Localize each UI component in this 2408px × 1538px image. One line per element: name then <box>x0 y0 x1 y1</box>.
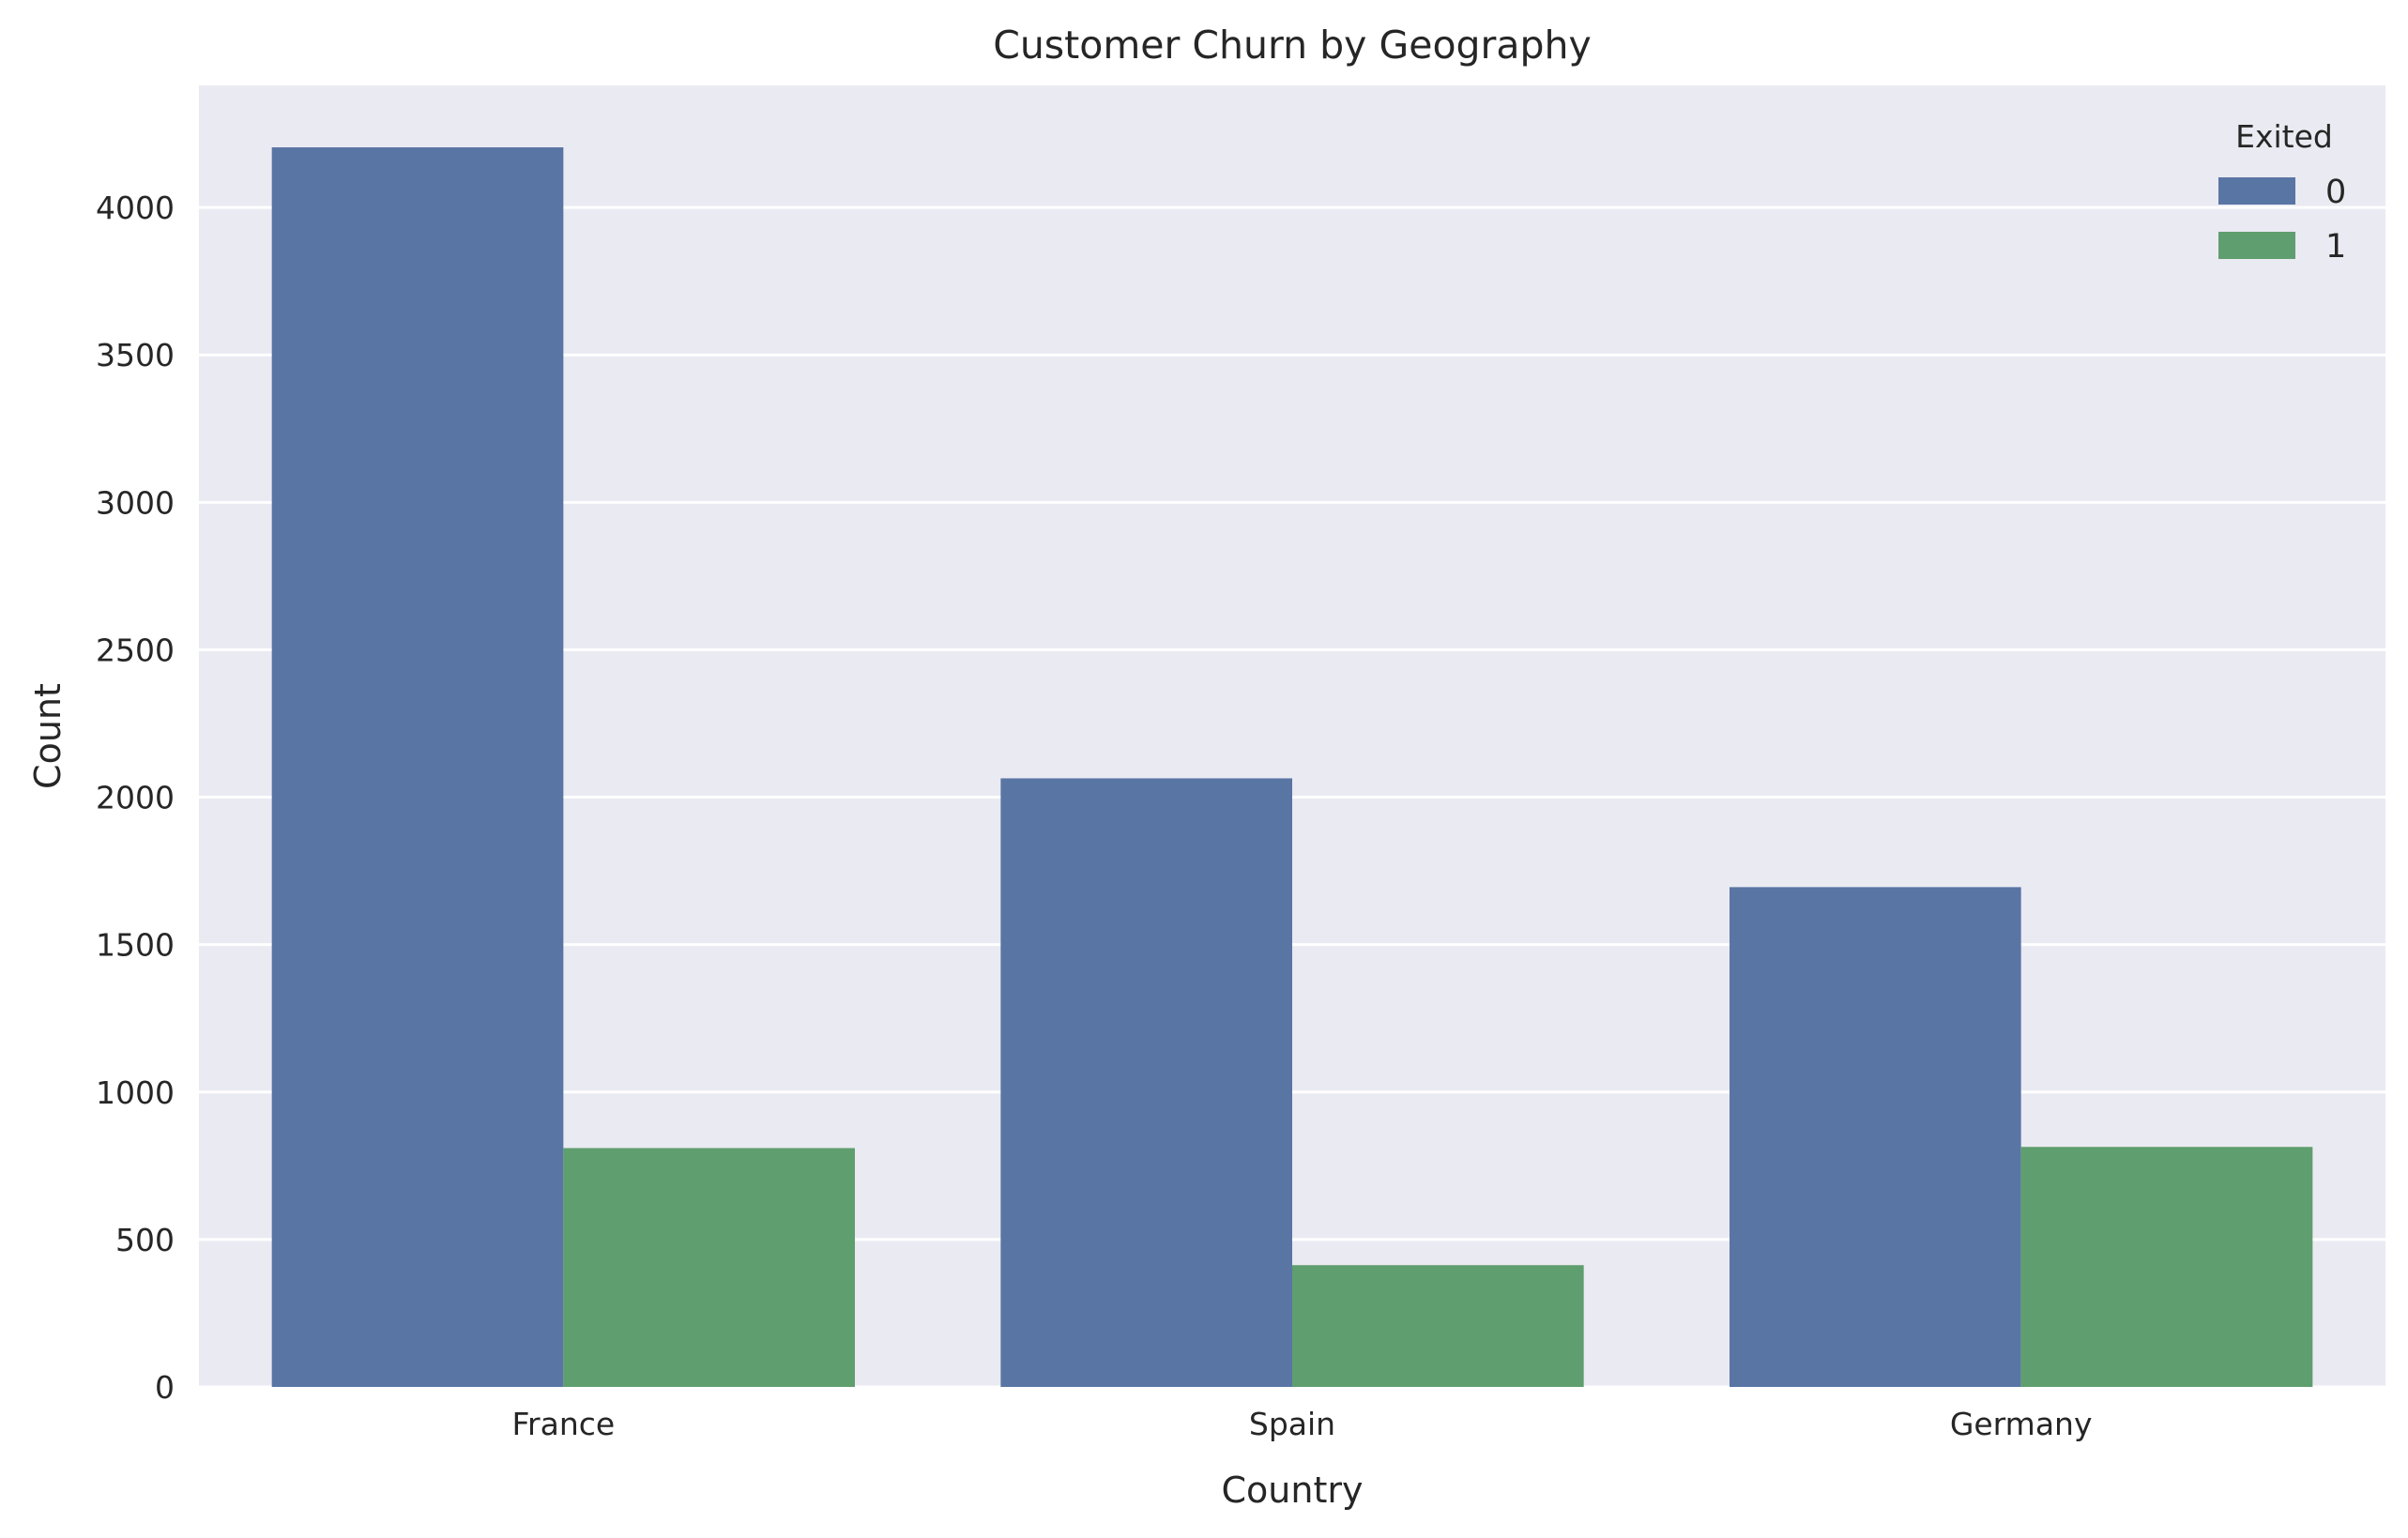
x-tick-label: France <box>511 1406 615 1442</box>
y-tick-label: 1000 <box>96 1074 175 1111</box>
y-tick-label: 4000 <box>96 190 175 226</box>
legend-title: Exited <box>2235 118 2333 155</box>
bar-france-exited-1 <box>563 1148 855 1387</box>
x-tick-label: Spain <box>1249 1406 1335 1442</box>
bar-germany-exited-1 <box>2020 1147 2313 1387</box>
bar-germany-exited-0 <box>1730 887 2021 1387</box>
y-tick-label: 0 <box>155 1369 175 1406</box>
y-tick-label: 3500 <box>96 337 175 373</box>
bar-spain-exited-0 <box>1000 778 1292 1387</box>
bar-france-exited-0 <box>271 146 564 1387</box>
legend-label: 0 <box>2325 174 2346 211</box>
legend-swatch-1 <box>2218 232 2295 259</box>
x-axis-label: Country <box>1222 1469 1364 1511</box>
y-axis-label: Count <box>27 683 69 789</box>
x-axis-ticks: France Spain Germany <box>511 1406 2092 1442</box>
y-axis-ticks: 0 500 1000 1500 2000 2500 3000 3500 4000 <box>96 190 175 1406</box>
bar-spain-exited-1 <box>1292 1265 1584 1387</box>
y-tick-label: 2500 <box>96 632 175 668</box>
y-tick-label: 3000 <box>96 484 175 521</box>
legend-label: 1 <box>2325 228 2346 266</box>
y-tick-label: 500 <box>115 1222 175 1258</box>
legend: Exited 01 <box>2218 118 2346 266</box>
legend-swatch-0 <box>2218 177 2295 205</box>
legend-items: 01 <box>2218 174 2346 266</box>
bars <box>271 146 2313 1387</box>
x-tick-label: Germany <box>1950 1406 2093 1442</box>
y-tick-label: 1500 <box>96 927 175 964</box>
y-tick-label: 2000 <box>96 780 175 816</box>
chart-title: Customer Churn by Geography <box>993 23 1592 68</box>
